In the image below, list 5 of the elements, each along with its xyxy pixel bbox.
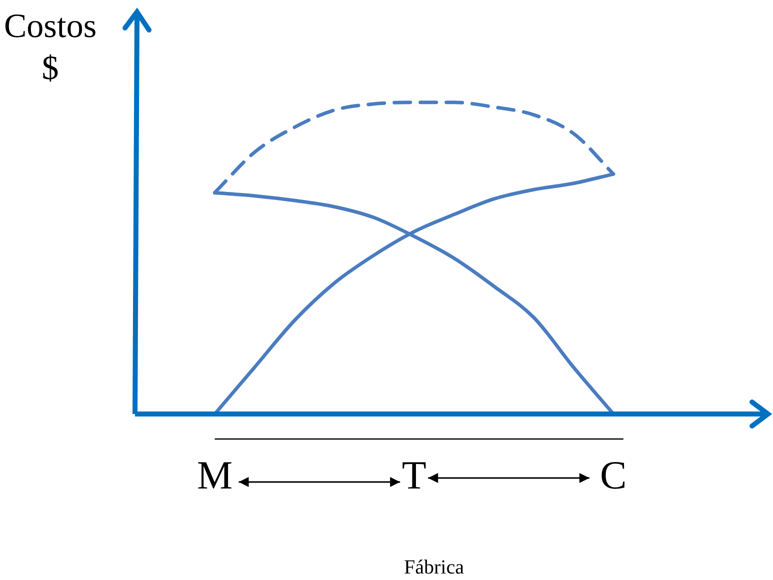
x-axis-title: Fábrica	[404, 556, 464, 578]
x-tick-label: M	[196, 452, 233, 498]
x-tick-label: C	[600, 452, 627, 498]
x-tick-label: T	[402, 452, 426, 498]
y-axis-title: Costos $	[4, 7, 97, 89]
